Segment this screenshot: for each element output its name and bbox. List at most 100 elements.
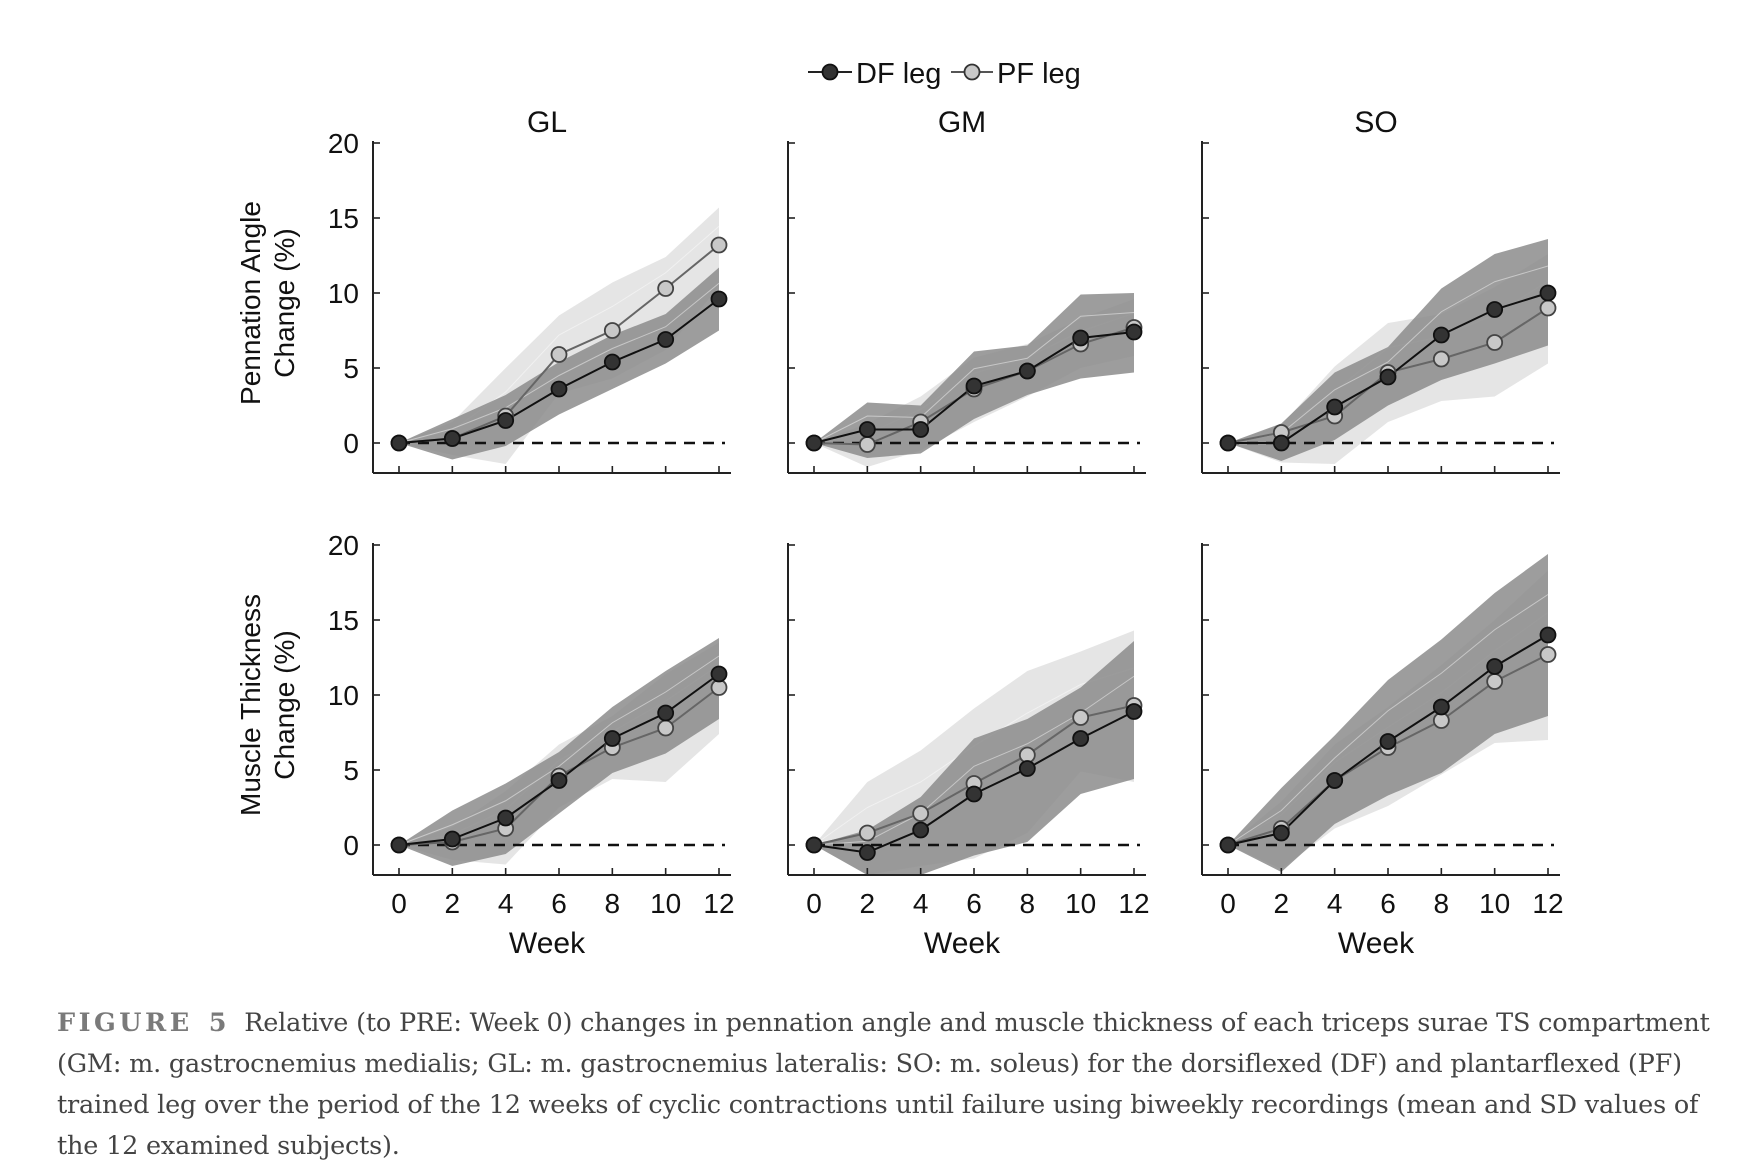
- x-axis-label: Week: [509, 927, 586, 960]
- panel-2: GM: [787, 106, 1146, 474]
- df-data-point: [965, 785, 983, 803]
- pf-data-point: [1486, 673, 1504, 690]
- df-data-point: [497, 809, 515, 827]
- df-data-point: [858, 421, 876, 438]
- x-tick-label: 10: [650, 888, 681, 919]
- df-data-point: [1272, 434, 1290, 452]
- panel-title: GL: [527, 106, 567, 139]
- x-tick-label: 4: [1327, 888, 1343, 919]
- df-sd-band-inner-line: [398, 655, 720, 846]
- y-tick-label: 5: [343, 353, 359, 384]
- pf-data-point: [1539, 646, 1557, 663]
- panel-title: GM: [938, 106, 986, 139]
- y-axis-label-line-2: Change (%): [269, 630, 300, 779]
- x-tick-label: 0: [806, 888, 822, 919]
- df-sd-band: [1228, 554, 1548, 872]
- df-data-point: [1379, 733, 1397, 750]
- df-data-point: [1432, 326, 1450, 344]
- df-sd-band: [1228, 239, 1548, 461]
- df-data-point: [1432, 698, 1450, 716]
- df-data-point: [1539, 626, 1557, 644]
- y-tick-label: 0: [343, 830, 359, 861]
- y-axis-label: Muscle Thickness Change (%): [235, 594, 300, 816]
- x-tick-label: 10: [1065, 888, 1096, 919]
- panel-1: 0 5 10 15 20 GL Pennation Angle Change (%): [235, 106, 731, 474]
- y-axis-label-line-1: Pennation Angle: [235, 201, 266, 405]
- y-tick-label: 20: [328, 530, 359, 561]
- df-data-point: [858, 844, 876, 861]
- df-data-point: [1018, 362, 1036, 380]
- pf-data-point: [657, 280, 675, 297]
- x-tick-label: 6: [551, 888, 567, 919]
- y-tick-label: 20: [328, 128, 359, 159]
- y-tick-label: 0: [343, 428, 359, 459]
- figure-caption: FIGURE 5 Relative (to PRE: Week 0) changes…: [57, 1003, 1727, 1167]
- df-sd-band: [399, 267, 719, 460]
- pf-data-point: [550, 346, 568, 363]
- df-data-point: [1072, 329, 1090, 347]
- df-data-point: [1486, 658, 1504, 675]
- caption-text: Relative (to PRE: Week 0) changes in pen…: [57, 1008, 1710, 1161]
- df-data-point: [1219, 434, 1237, 452]
- pf-data-point: [912, 805, 930, 822]
- y-tick-label: 10: [328, 680, 359, 711]
- df-data-point: [1125, 703, 1143, 720]
- df-data-point: [603, 353, 621, 371]
- panel-title: SO: [1354, 106, 1397, 139]
- df-data-point: [657, 704, 675, 722]
- df-sd-band: [814, 293, 1134, 458]
- df-sd-band-inner-line: [1227, 594, 1549, 846]
- df-data-point: [912, 421, 930, 438]
- pf-data-point: [1072, 709, 1090, 726]
- df-data-point: [1272, 824, 1290, 842]
- x-tick-label: 0: [1220, 888, 1236, 919]
- pf-data-point: [1539, 299, 1557, 317]
- x-tick-label: 6: [1380, 888, 1396, 919]
- x-tick-label: 8: [1434, 888, 1450, 919]
- df-data-point: [1539, 284, 1557, 302]
- df-data-point: [550, 772, 568, 789]
- y-tick-label: 15: [328, 605, 359, 636]
- df-data-point: [1125, 323, 1143, 341]
- df-data-point: [1219, 836, 1237, 854]
- pf-data-point: [1432, 350, 1450, 368]
- df-data-point: [1018, 760, 1036, 777]
- pf-data-point: [603, 322, 621, 339]
- df-data-point: [965, 377, 983, 395]
- x-tick-label: 4: [498, 888, 514, 919]
- x-tick-label: 12: [1532, 888, 1563, 919]
- df-data-point: [497, 412, 515, 429]
- df-data-point: [1379, 368, 1397, 386]
- pf-data-point: [657, 719, 675, 737]
- legend-pf-marker: [963, 63, 981, 81]
- df-data-point: [390, 836, 408, 854]
- x-tick-label: 2: [860, 888, 876, 919]
- df-data-point: [710, 290, 728, 308]
- pf-data-point: [710, 236, 728, 254]
- y-tick-label: 15: [328, 203, 359, 234]
- df-data-point: [1486, 301, 1504, 318]
- pf-sd-band: [399, 207, 719, 464]
- y-axis-label: Pennation Angle Change (%): [235, 201, 300, 405]
- x-axis-label: Week: [1338, 927, 1415, 960]
- df-data-point: [710, 665, 728, 683]
- legend-pf-label: PF leg: [997, 58, 1081, 90]
- df-sd-band-inner-line: [813, 312, 1135, 444]
- x-axis-label: Week: [924, 927, 1001, 960]
- y-axis-label-line-1: Muscle Thickness: [235, 594, 266, 816]
- y-tick-label: 5: [343, 755, 359, 786]
- x-tick-label: 2: [1274, 888, 1290, 919]
- legend-df-label: DF leg: [856, 58, 941, 90]
- df-data-point: [443, 830, 461, 848]
- df-data-point: [657, 331, 675, 348]
- df-data-point: [805, 434, 823, 452]
- x-tick-label: 6: [966, 888, 982, 919]
- x-tick-label: 4: [913, 888, 929, 919]
- legend: DF leg PF leg: [808, 58, 1081, 90]
- x-tick-label: 0: [391, 888, 407, 919]
- panel-3: SO: [1201, 106, 1560, 474]
- y-axis-label-line-2: Change (%): [269, 228, 300, 377]
- df-data-point: [912, 821, 930, 839]
